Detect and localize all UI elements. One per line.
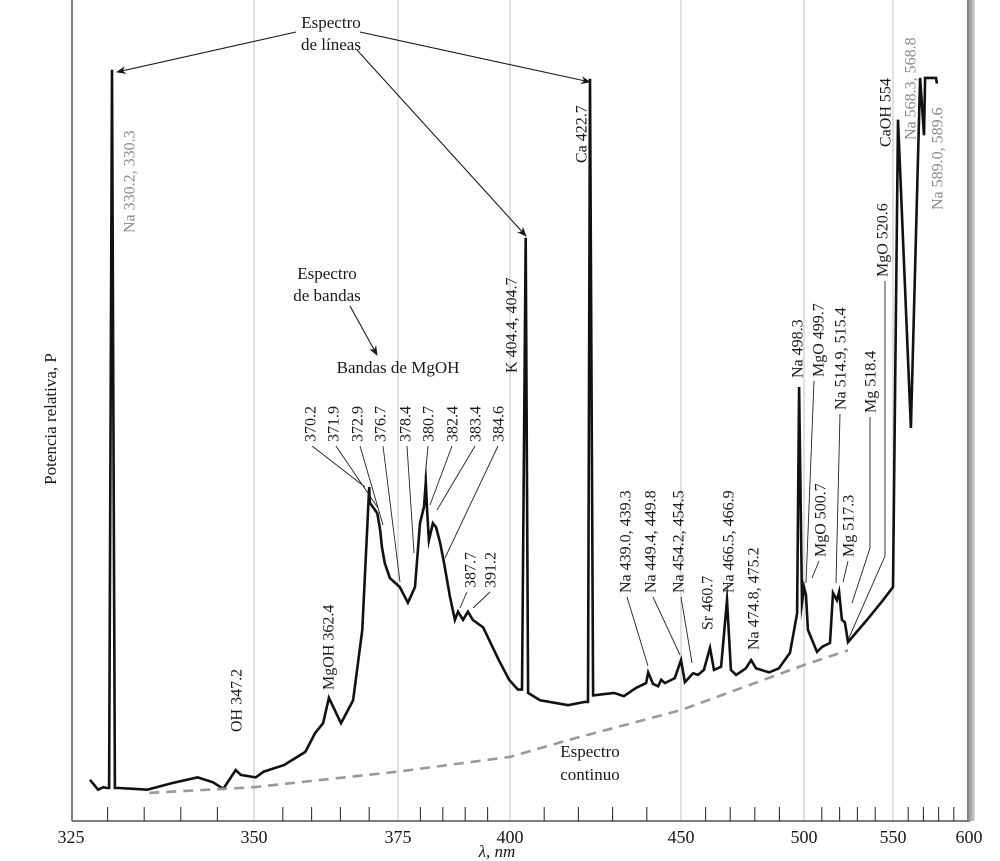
annotation-arrow bbox=[116, 31, 297, 74]
line-spectrum-label: de líneas bbox=[301, 35, 361, 54]
peak-leader-line bbox=[429, 445, 453, 506]
x-tick-label: 400 bbox=[497, 827, 524, 847]
annotation-arrow bbox=[356, 49, 527, 237]
band-spectrum-label: de bandas bbox=[293, 286, 361, 305]
peak-label: Na 474.8, 475.2 bbox=[746, 547, 763, 650]
peak-label: Mg 517.3 bbox=[841, 495, 858, 557]
peak-label: 384.6 bbox=[491, 406, 508, 442]
peak-leader-line bbox=[436, 445, 476, 511]
peak-leader-line bbox=[311, 445, 366, 488]
x-tick-label: 550 bbox=[880, 827, 907, 847]
peak-label: 391.2 bbox=[483, 552, 500, 588]
peak-leader-line bbox=[459, 591, 468, 609]
peak-leader-line bbox=[424, 445, 429, 479]
x-tick-label: 375 bbox=[385, 827, 412, 847]
peak-leader-line bbox=[835, 413, 841, 584]
band-spectrum-label: Espectro bbox=[297, 264, 356, 283]
spectrum-line bbox=[88, 69, 939, 792]
peak-label: Na 466.5, 466.9 bbox=[721, 490, 738, 593]
label-leader-lines bbox=[311, 281, 886, 667]
peak-label: 370.2 bbox=[303, 406, 320, 442]
peak-leader-line bbox=[359, 445, 384, 526]
peak-label: Na 454.2, 454.5 bbox=[671, 490, 688, 593]
peak-label: Na 449.4, 449.8 bbox=[643, 490, 660, 593]
peak-label: CaOH 554 bbox=[878, 78, 895, 147]
peak-label: OH 347.2 bbox=[229, 669, 246, 732]
x-ticks: 325 350 375 400 450 500 550 600 bbox=[58, 807, 983, 847]
peak-label: MgO 520.6 bbox=[875, 203, 892, 277]
peak-leader-line bbox=[680, 596, 693, 664]
peak-label: MgOH 362.4 bbox=[321, 605, 338, 690]
peak-leader-line bbox=[626, 596, 649, 667]
x-tick-label: 325 bbox=[58, 827, 85, 847]
peak-leader-line bbox=[406, 445, 415, 554]
peak-label: Na 514.9, 515.4 bbox=[833, 307, 850, 410]
peak-label: Na 330.2, 330.3 bbox=[122, 130, 139, 233]
peak-label: MgO 499.7 bbox=[811, 303, 828, 377]
peak-label: 378.4 bbox=[398, 406, 415, 442]
peak-labels: Na 330.2, 330.3 Ca 422.7 K 404.4, 404.7 OH … bbox=[122, 37, 947, 732]
x-tick-label: 500 bbox=[791, 827, 818, 847]
peak-label: 380.7 bbox=[421, 406, 438, 442]
peak-leader-line bbox=[842, 560, 849, 583]
peak-label: 387.7 bbox=[463, 552, 480, 588]
peak-leader-line bbox=[444, 445, 499, 559]
peak-label: 376.7 bbox=[373, 406, 390, 442]
mgoh-bands-label: Bandas de MgOH bbox=[337, 358, 460, 377]
peak-leader-line bbox=[382, 445, 401, 583]
peak-leader-line bbox=[805, 380, 815, 584]
peak-label: Ca 422.7 bbox=[574, 105, 591, 163]
peak-leader-line bbox=[811, 560, 820, 579]
y-axis-title: Potencia relativa, P bbox=[41, 353, 60, 485]
x-axis-title: λ, nm bbox=[478, 842, 516, 861]
peak-label: 372.9 bbox=[350, 406, 367, 442]
axes bbox=[71, 0, 975, 822]
peak-leader-line bbox=[652, 596, 681, 656]
peak-label: Na 568.3, 568.8 bbox=[903, 37, 920, 140]
peak-leader-line bbox=[472, 591, 491, 609]
peak-label: Mg 518.4 bbox=[863, 351, 880, 413]
curves bbox=[88, 69, 939, 795]
peak-label: 371.9 bbox=[326, 406, 343, 442]
right-border bbox=[967, 0, 975, 821]
peak-label: MgO 500.7 bbox=[813, 483, 830, 557]
continuum-label: Espectro bbox=[560, 742, 619, 761]
annotation-arrow bbox=[359, 31, 591, 84]
peak-leader-line bbox=[851, 417, 871, 604]
x-tick-label: 450 bbox=[668, 827, 695, 847]
x-tick-label: 350 bbox=[241, 827, 268, 847]
peak-label: 382.4 bbox=[445, 406, 462, 442]
peak-label: K 404.4, 404.7 bbox=[504, 277, 521, 373]
peak-leader-line bbox=[335, 445, 379, 509]
peak-label: Na 439.0, 439.3 bbox=[618, 490, 635, 593]
peak-label: Na 498.3 bbox=[790, 319, 807, 378]
annotations: Espectro de líneas Espectro de bandas Bandas… bbox=[116, 13, 620, 784]
annotation-arrow bbox=[349, 305, 378, 356]
gridlines bbox=[253, 0, 894, 821]
x-tick-label: 600 bbox=[956, 827, 983, 847]
peak-label: Sr 460.7 bbox=[700, 576, 717, 630]
peak-label: Na 589.0, 589.6 bbox=[930, 107, 947, 210]
continuum-spectrum-line bbox=[149, 649, 849, 795]
continuum-label: continuo bbox=[560, 765, 620, 784]
peak-leader-line bbox=[847, 281, 886, 641]
line-spectrum-label: Espectro bbox=[301, 13, 360, 32]
peak-label: 383.4 bbox=[468, 406, 485, 442]
